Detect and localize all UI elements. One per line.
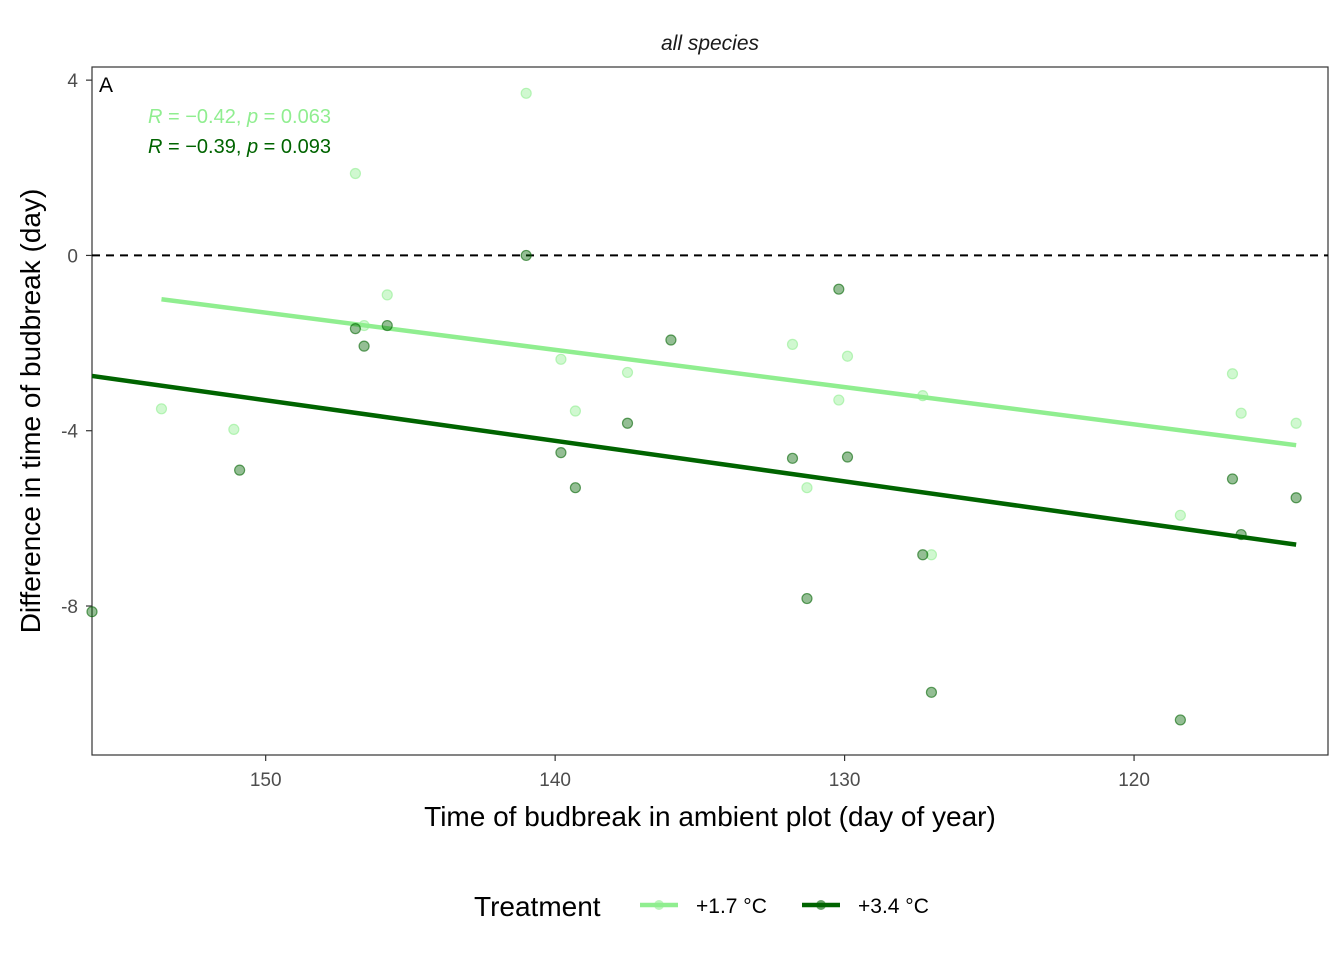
series-1p7-point: [520, 87, 532, 99]
series-3p4-point: [234, 464, 246, 476]
x-tick-label: 130: [829, 770, 861, 791]
x-axis-ticks: 150 140 130 120: [250, 755, 1150, 791]
x-tick-label: 120: [1118, 770, 1150, 791]
series-1p7-point: [925, 549, 938, 561]
x-axis-title: Time of budbreak in ambient plot (day of…: [424, 801, 996, 832]
series-3p4-point: [520, 249, 532, 262]
series-1p7-point: [841, 350, 854, 362]
legend-items: +1.7 °C +3.4 °C: [640, 895, 929, 918]
series-3p4-point: [381, 319, 393, 332]
series-1p7-point: [349, 167, 362, 180]
series-1p7-legend-key-dot: [654, 900, 664, 910]
series-1p7-point: [1174, 509, 1186, 521]
x-tick-label: 150: [250, 770, 282, 791]
series-3p4-point: [1226, 473, 1239, 485]
x-tick-label: 140: [539, 770, 571, 791]
series-3p4-point: [569, 482, 582, 494]
series-1p7-point: [1226, 368, 1239, 380]
series-1p7-point: [786, 338, 799, 350]
panel-label: A: [99, 74, 113, 97]
trend-lines: [91, 297, 1297, 547]
correlation-annotations: R = −0.42, p = 0.063 R = −0.39, p = 0.093: [148, 106, 331, 158]
series-3p4-point: [665, 334, 677, 346]
series-1p7-point: [228, 423, 240, 436]
series-1p7-point: [569, 405, 582, 417]
series-3p4-point: [621, 417, 634, 429]
y-tick-label: 0: [67, 246, 78, 267]
series-3p4-point: [786, 452, 799, 464]
series-3p4-point: [833, 283, 845, 295]
series-3p4-point: [1174, 714, 1186, 726]
series-1p7-point: [1290, 417, 1302, 429]
series-3p4-trend-line: [91, 373, 1297, 547]
series-1p7-point: [833, 394, 845, 406]
series-1p7-legend-label: +1.7 °C: [696, 895, 767, 918]
chart-title: all species: [661, 32, 760, 55]
series-3p4-stat-label: R = −0.39, p = 0.093: [148, 136, 331, 158]
legend-title: Treatment: [474, 891, 601, 922]
series-1p7-point: [621, 366, 634, 379]
series-1p7-point: [801, 482, 813, 494]
panel-border: [91, 66, 1329, 756]
series-3p4-legend-key-dot: [816, 900, 826, 910]
series-3p4-point: [1290, 492, 1302, 504]
series-3p4-point: [917, 549, 929, 561]
series-1p7-point: [1235, 407, 1247, 419]
data-points: [86, 87, 1302, 726]
series-3p4-point: [349, 323, 362, 335]
y-axis-ticks: 4 0 -4 -8: [61, 71, 92, 618]
series-1p7-point: [155, 403, 168, 415]
series-3p4-point: [358, 340, 370, 352]
series-3p4-point: [841, 451, 854, 463]
series-3p4-point: [1235, 528, 1247, 541]
series-3p4-point: [555, 447, 567, 459]
series-1p7-stat-label: R = −0.42, p = 0.063: [148, 106, 331, 128]
y-tick-label: -4: [61, 422, 78, 443]
series-1p7-point: [555, 353, 567, 365]
series-3p4-legend-label: +3.4 °C: [858, 895, 929, 918]
legend: Treatment +1.7 °C +3.4 °C: [474, 891, 929, 922]
series-3p4-point: [925, 686, 938, 698]
series-1p7-trend-line: [161, 297, 1297, 448]
y-tick-label: 4: [67, 71, 78, 92]
y-tick-label: -8: [61, 597, 78, 618]
series-1p7-point: [917, 390, 929, 402]
plot-panel: A R = −0.42, p = 0.063 R = −0.39, p = 0.0…: [86, 66, 1329, 756]
series-3p4-point: [801, 592, 813, 605]
y-axis-title: Difference in time of budbreak (day): [15, 189, 46, 634]
series-1p7-point: [381, 289, 393, 301]
series-3p4-point: [86, 606, 98, 618]
